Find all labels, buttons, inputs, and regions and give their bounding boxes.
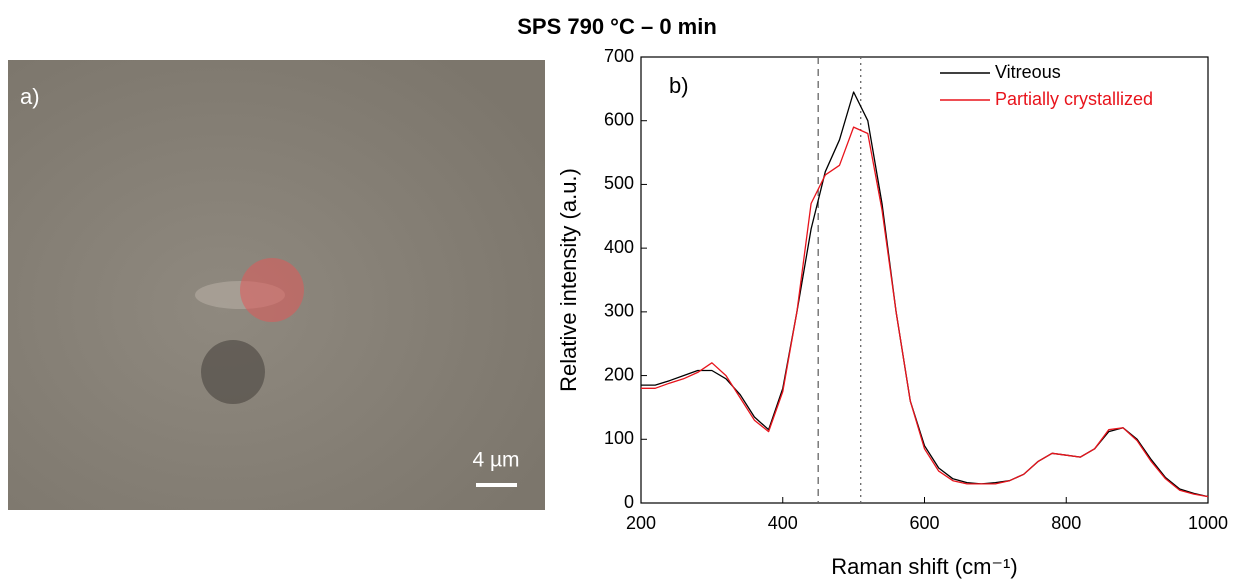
x-tick-label: 1000 xyxy=(1188,513,1228,533)
panel-label: a) xyxy=(20,84,40,109)
data-line xyxy=(641,91,1209,498)
x-tick-label: 200 xyxy=(626,513,656,533)
legend-label: Partially crystallized xyxy=(995,89,1153,109)
data-line xyxy=(641,126,1209,498)
y-tick-label: 500 xyxy=(604,173,634,193)
plot-frame xyxy=(640,56,1209,504)
x-tick-label: 400 xyxy=(768,513,798,533)
x-tick-label: 800 xyxy=(1051,513,1081,533)
y-tick-label: 400 xyxy=(604,237,634,257)
scale-bar-label: 4 µm xyxy=(472,449,519,472)
y-axis-label: Relative intensity (a.u.) xyxy=(556,168,581,392)
x-tick-label: 600 xyxy=(909,513,939,533)
y-tick-label: 600 xyxy=(604,109,634,129)
analysis-spot xyxy=(201,340,265,404)
chart: 0 100 200 300 400 500 600 700 200 400 600 800 1000 Ra… xyxy=(556,46,1228,579)
micrograph: a) 4 µm xyxy=(8,60,545,510)
panel-label: b) xyxy=(669,73,689,98)
y-tick-label: 0 xyxy=(624,492,634,512)
x-axis-label: Raman shift (cm⁻¹) xyxy=(831,554,1017,579)
legend-label: Vitreous xyxy=(995,62,1061,82)
analysis-spot xyxy=(240,258,304,322)
y-tick-label: 700 xyxy=(604,46,634,66)
y-tick-label: 300 xyxy=(604,301,634,321)
y-tick-label: 100 xyxy=(604,428,634,448)
figure-title: SPS 790 °C – 0 min xyxy=(517,14,717,39)
y-tick-label: 200 xyxy=(604,364,634,384)
